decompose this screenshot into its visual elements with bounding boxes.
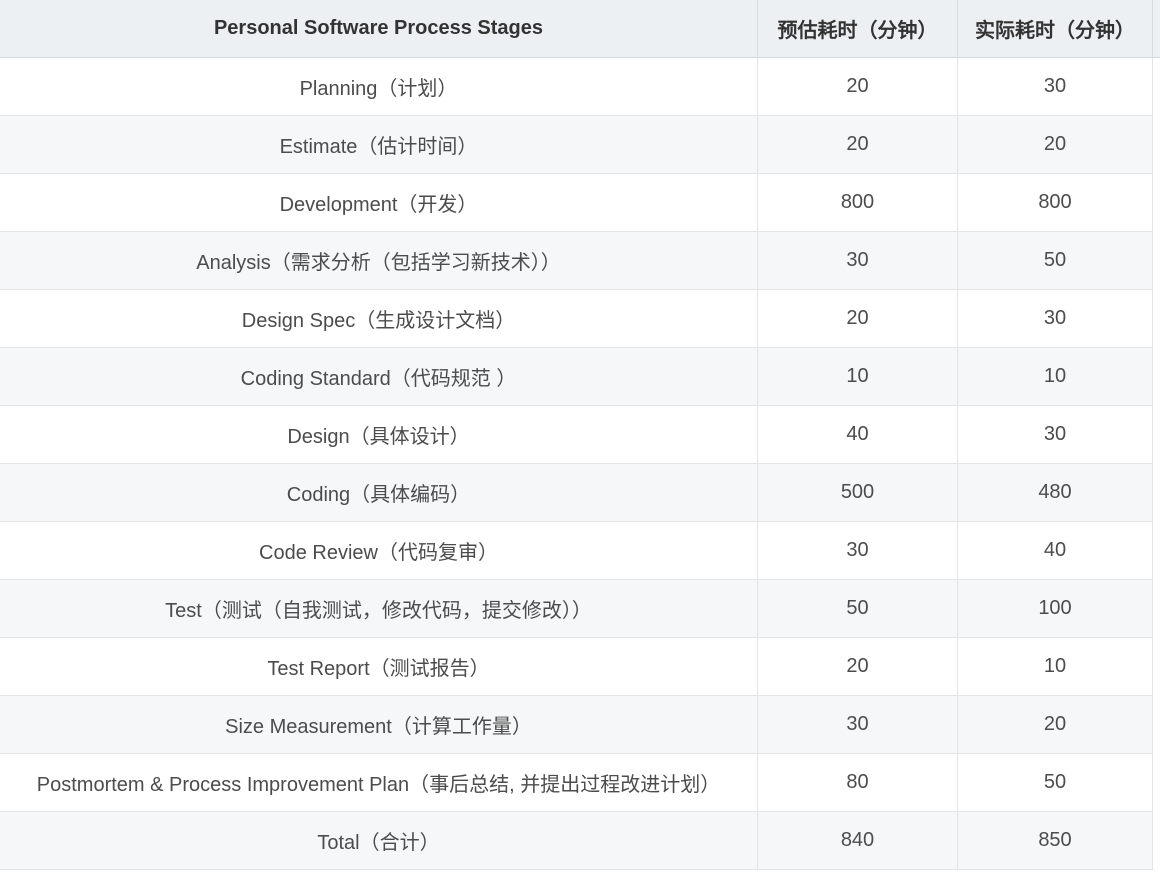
row-edge-filler [1153, 464, 1160, 522]
stage-cell: Design Spec（生成设计文档） [0, 290, 758, 348]
table-row: Analysis（需求分析（包括学习新技术）） 30 50 [0, 232, 1160, 290]
header-edge-filler [1153, 0, 1160, 58]
estimated-minutes-cell: 20 [758, 290, 958, 348]
row-edge-filler [1153, 580, 1160, 638]
row-edge-filler [1153, 116, 1160, 174]
row-edge-filler [1153, 290, 1160, 348]
stage-cell: Total（合计） [0, 812, 758, 870]
actual-minutes-cell: 10 [958, 348, 1153, 406]
stage-cell: Test（测试（自我测试，修改代码，提交修改）） [0, 580, 758, 638]
table-row: Total（合计） 840 850 [0, 812, 1160, 870]
row-edge-filler [1153, 812, 1160, 870]
table-row: Development（开发） 800 800 [0, 174, 1160, 232]
row-edge-filler [1153, 174, 1160, 232]
column-header-actual-minutes: 实际耗时（分钟） [958, 0, 1153, 58]
table-row: Design Spec（生成设计文档） 20 30 [0, 290, 1160, 348]
table-body: Planning（计划） 20 30 Estimate（估计时间） 20 20 … [0, 58, 1160, 870]
actual-minutes-cell: 20 [958, 116, 1153, 174]
table-row: Estimate（估计时间） 20 20 [0, 116, 1160, 174]
stage-cell: Code Review（代码复审） [0, 522, 758, 580]
actual-minutes-cell: 50 [958, 754, 1153, 812]
row-edge-filler [1153, 232, 1160, 290]
actual-minutes-cell: 30 [958, 406, 1153, 464]
stage-cell: Test Report（测试报告） [0, 638, 758, 696]
row-edge-filler [1153, 696, 1160, 754]
estimated-minutes-cell: 840 [758, 812, 958, 870]
row-edge-filler [1153, 348, 1160, 406]
actual-minutes-cell: 850 [958, 812, 1153, 870]
stage-cell: Design（具体设计） [0, 406, 758, 464]
actual-minutes-cell: 30 [958, 58, 1153, 116]
row-edge-filler [1153, 58, 1160, 116]
actual-minutes-cell: 800 [958, 174, 1153, 232]
actual-minutes-cell: 10 [958, 638, 1153, 696]
actual-minutes-cell: 40 [958, 522, 1153, 580]
column-header-estimated-minutes: 预估耗时（分钟） [758, 0, 958, 58]
table-row: Size Measurement（计算工作量） 30 20 [0, 696, 1160, 754]
table-row: Planning（计划） 20 30 [0, 58, 1160, 116]
estimated-minutes-cell: 20 [758, 58, 958, 116]
table-row: Code Review（代码复审） 30 40 [0, 522, 1160, 580]
table-header-row: Personal Software Process Stages 预估耗时（分钟… [0, 0, 1160, 58]
estimated-minutes-cell: 500 [758, 464, 958, 522]
estimated-minutes-cell: 50 [758, 580, 958, 638]
table-row: Coding Standard（代码规范 ） 10 10 [0, 348, 1160, 406]
stage-cell: Planning（计划） [0, 58, 758, 116]
table-row: Coding（具体编码） 500 480 [0, 464, 1160, 522]
estimated-minutes-cell: 30 [758, 522, 958, 580]
table-row: Test Report（测试报告） 20 10 [0, 638, 1160, 696]
actual-minutes-cell: 480 [958, 464, 1153, 522]
estimated-minutes-cell: 40 [758, 406, 958, 464]
stage-cell: Coding（具体编码） [0, 464, 758, 522]
estimated-minutes-cell: 30 [758, 232, 958, 290]
row-edge-filler [1153, 638, 1160, 696]
estimated-minutes-cell: 80 [758, 754, 958, 812]
table-row: Postmortem & Process Improvement Plan（事后… [0, 754, 1160, 812]
stage-cell: Estimate（估计时间） [0, 116, 758, 174]
stage-cell: Coding Standard（代码规范 ） [0, 348, 758, 406]
row-edge-filler [1153, 522, 1160, 580]
column-header-stages: Personal Software Process Stages [0, 0, 758, 58]
stage-cell: Development（开发） [0, 174, 758, 232]
row-edge-filler [1153, 754, 1160, 812]
estimated-minutes-cell: 30 [758, 696, 958, 754]
actual-minutes-cell: 30 [958, 290, 1153, 348]
table-row: Design（具体设计） 40 30 [0, 406, 1160, 464]
row-edge-filler [1153, 406, 1160, 464]
estimated-minutes-cell: 10 [758, 348, 958, 406]
actual-minutes-cell: 100 [958, 580, 1153, 638]
stage-cell: Analysis（需求分析（包括学习新技术）） [0, 232, 758, 290]
table-row: Test（测试（自我测试，修改代码，提交修改）） 50 100 [0, 580, 1160, 638]
estimated-minutes-cell: 800 [758, 174, 958, 232]
stage-cell: Postmortem & Process Improvement Plan（事后… [0, 754, 758, 812]
actual-minutes-cell: 50 [958, 232, 1153, 290]
actual-minutes-cell: 20 [958, 696, 1153, 754]
estimated-minutes-cell: 20 [758, 116, 958, 174]
estimated-minutes-cell: 20 [758, 638, 958, 696]
stage-cell: Size Measurement（计算工作量） [0, 696, 758, 754]
